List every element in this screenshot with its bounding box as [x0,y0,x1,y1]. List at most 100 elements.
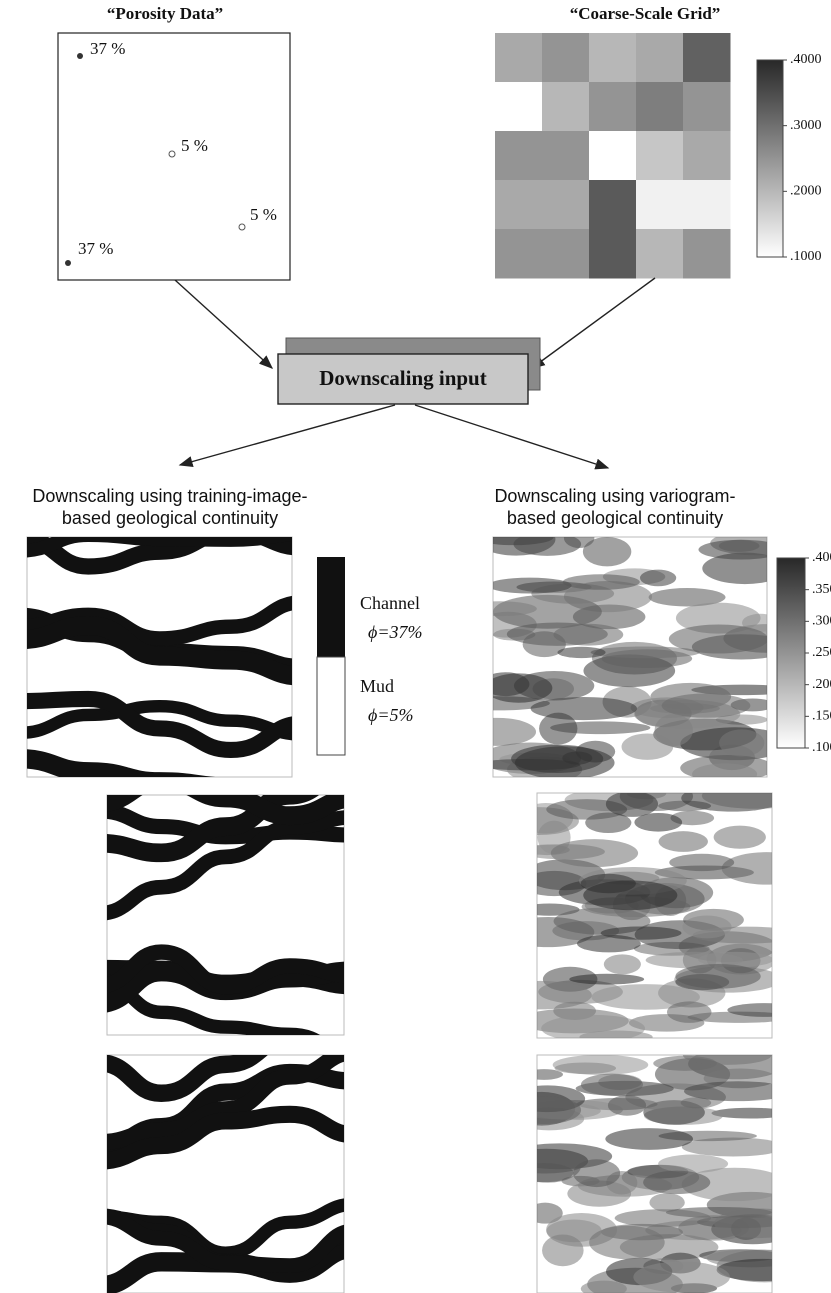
blob [669,854,734,871]
porosity-title: “Porosity Data” [107,4,223,23]
arrow [175,280,272,368]
colorbar-ticks: .4000 .3000 .2000 .1000 [783,52,822,264]
well-dot [239,224,245,230]
colorbar-label: .1000 [812,740,831,755]
grid-cell [495,131,543,181]
grid-cell [542,229,590,279]
grid-cell [589,131,637,181]
well-dot [65,260,71,266]
blob [569,974,644,985]
legend-label: Channel [360,593,420,613]
blob [719,729,764,756]
blob [463,601,536,616]
grid-cell [683,229,731,279]
blob [525,1069,563,1080]
panel-title: Downscaling using variogram- [494,486,735,506]
grid-cell [636,82,684,132]
colorbar-label: .4000 [812,550,831,565]
arrow [415,405,608,468]
arrow [532,278,655,368]
blob [601,926,682,939]
colorbar-label: .1500 [812,709,831,724]
blob [714,826,766,849]
blob [542,1234,584,1266]
blob [698,540,783,560]
well-dot [77,53,83,59]
blob [682,916,731,939]
colorbar-ticks: .4000.3500.3000.2500.2000.1500.1000 [805,550,831,755]
grid-cell [495,82,543,132]
point-label: 5 % [250,205,277,224]
blob [692,763,757,785]
grid-cell [636,229,684,279]
center-label: Downscaling input [319,366,486,390]
grid-cell [589,180,637,230]
colorbar-label: .2000 [790,184,822,199]
blob [658,1155,728,1173]
point-label: 37 % [90,39,125,58]
blob [459,718,536,746]
grid-cell [636,33,684,83]
grid-cell [683,82,731,132]
blob [662,693,751,717]
blob [514,532,582,555]
blob [640,570,676,587]
blob [727,1003,802,1017]
point-label: 5 % [181,136,208,155]
point-label: 37 % [78,239,113,258]
grid-cell [495,180,543,230]
grid-cell [542,180,590,230]
panel-title: based geological continuity [507,508,723,528]
blob [515,1149,581,1182]
blob [581,1074,643,1096]
blob [557,647,605,658]
grid-title: “Coarse-Scale Grid” [570,4,721,23]
blob [615,1209,711,1227]
grid-cell [636,131,684,181]
panel-title: Downscaling using training-image- [32,486,307,506]
blob [608,1095,646,1115]
grid-cell [683,180,731,230]
grid-cell [589,82,637,132]
colorbar-label: .4000 [790,52,822,67]
colorbar-label: .2000 [812,677,831,692]
colorbar [757,60,783,257]
colorbar-label: .2500 [812,645,831,660]
grid-cell [589,229,637,279]
blob [643,1171,710,1195]
blob [659,831,708,852]
legend-label: Mud [360,676,394,696]
colorbar [777,558,805,748]
blob [515,746,615,779]
blob [583,880,677,910]
blob [702,783,808,809]
diagram: “Porosity Data” 37 % 5 % 5 % 37 % “Coars… [0,0,831,1293]
blob [714,1208,803,1238]
colorbar-label: .3500 [812,582,831,597]
blob [555,1062,616,1073]
blob [488,578,572,594]
blob [675,964,760,989]
grid-cell [495,229,543,279]
legend-mud [317,657,345,755]
blob [712,1108,790,1119]
blob [553,624,623,646]
coarse-grid [495,33,731,279]
blob [717,1259,809,1281]
blob [589,1226,665,1260]
blob [633,1261,730,1292]
grid-cell [542,82,590,132]
colorbar-label: .1000 [790,249,822,264]
colorbar-label: .3000 [790,118,822,133]
blob [541,1015,645,1042]
blob [722,852,812,885]
well-dot [169,151,175,157]
arrow [180,405,395,465]
legend-channel [317,557,345,657]
grid-cell [683,33,731,83]
blob [606,791,658,817]
grid-cell [636,180,684,230]
blob [605,1128,693,1150]
blob [655,714,693,746]
blob [485,673,552,702]
